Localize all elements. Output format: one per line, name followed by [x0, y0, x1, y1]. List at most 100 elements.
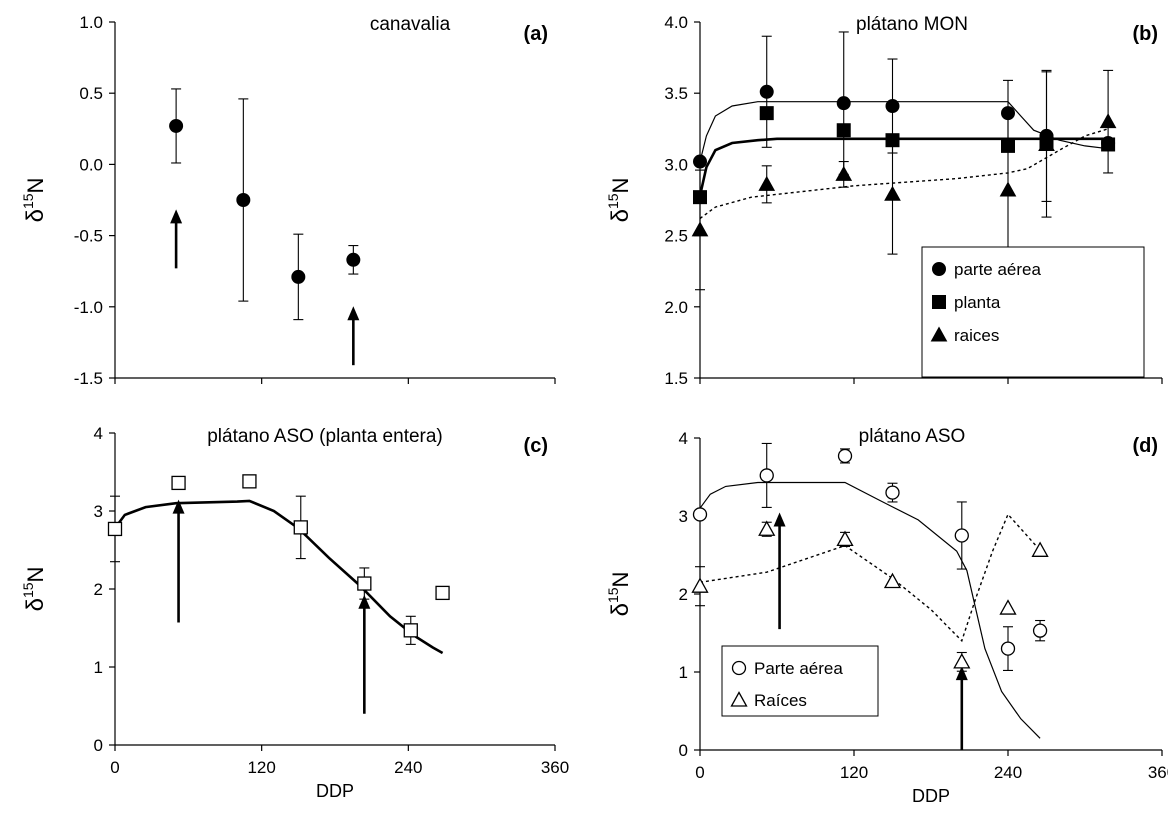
y-tick-label: 3.0 — [664, 155, 688, 174]
panel-letter: (b) — [1132, 23, 1158, 45]
data-point — [884, 185, 901, 201]
data-point — [759, 468, 774, 483]
data-point — [835, 165, 853, 181]
data-point — [692, 507, 708, 522]
data-point — [171, 475, 186, 491]
data-point — [999, 599, 1017, 615]
y-tick-label: 0 — [679, 741, 688, 760]
legend-label: parte aérea — [954, 260, 1041, 279]
x-tick-label: 120 — [247, 758, 275, 777]
data-point — [169, 118, 184, 133]
data-point — [403, 623, 418, 638]
y-tick-label: 4 — [679, 429, 688, 448]
data-point — [758, 175, 776, 191]
panel-title: canavalia — [370, 14, 451, 35]
panel-letter: (d) — [1132, 435, 1158, 457]
data-point — [836, 530, 854, 547]
x-tick-label: 240 — [994, 763, 1022, 782]
x-tick-label: 0 — [110, 758, 119, 777]
legend: parte aérea planta raices — [921, 246, 1145, 378]
y-axis-title: δ15N — [20, 178, 49, 223]
trend-line-thin — [699, 481, 1041, 739]
panel-a: -1.5 -1.0 -0.5 0.0 0.5 1.0 δ15N canavalia (a) — [20, 13, 556, 388]
trend-line-thick — [113, 499, 444, 655]
data-point — [999, 181, 1017, 197]
legend-marker — [731, 660, 747, 676]
data-point — [435, 585, 450, 601]
legend-label: Raíces — [754, 691, 807, 710]
data-point — [953, 653, 971, 669]
panel-c: 0 1 2 3 4 0 120 240 360 DDP δ15N plátano ASO (plant… — [20, 424, 569, 801]
y-axis-title: δ15N — [605, 178, 634, 223]
y-tick-label: 3 — [94, 502, 103, 521]
legend-box — [921, 246, 1145, 378]
data-point — [883, 572, 902, 589]
y-tick-label: 1.0 — [79, 13, 103, 32]
data-point — [693, 154, 707, 169]
y-tick-label: 2.0 — [664, 298, 688, 317]
data-point — [236, 193, 251, 207]
data-point — [758, 520, 776, 536]
x-tick-label: 240 — [394, 758, 422, 777]
y-tick-label: 1.5 — [664, 369, 688, 388]
trend-line-dotted — [699, 513, 1041, 643]
data-point — [242, 474, 257, 489]
panel-letter: (c) — [524, 435, 548, 457]
data-point — [1038, 135, 1055, 151]
legend-marker — [932, 295, 946, 309]
y-tick-label: 4 — [94, 424, 103, 443]
data-point — [954, 528, 969, 543]
panel-title: plátano MON — [856, 14, 968, 35]
trend-line-dotted — [699, 128, 1109, 220]
data-point — [759, 106, 774, 121]
y-tick-label: -0.5 — [74, 227, 103, 246]
panel-letter: (a) — [524, 23, 548, 45]
legend-label: planta — [954, 293, 1001, 312]
data-point — [1099, 113, 1117, 129]
legend: Parte aérea Raíces — [721, 645, 879, 717]
y-tick-label: 2 — [94, 580, 103, 599]
y-tick-label: -1.0 — [74, 298, 103, 317]
arrow-head — [955, 666, 968, 681]
y-tick-label: 0.0 — [79, 155, 103, 174]
data-point — [346, 252, 361, 267]
data-point — [691, 577, 709, 593]
legend-marker — [730, 691, 748, 707]
arrow-head — [358, 594, 371, 609]
data-point — [1000, 641, 1016, 656]
x-tick-label: 0 — [695, 763, 704, 782]
data-point — [107, 521, 123, 537]
x-axis-title: DDP — [316, 781, 354, 801]
arrow-head — [170, 209, 183, 224]
data-point — [885, 99, 900, 114]
panel-title: plátano ASO — [859, 426, 966, 447]
x-tick-label: 360 — [541, 758, 569, 777]
data-point — [836, 123, 851, 138]
legend-box — [721, 645, 879, 717]
y-tick-label: 2 — [679, 585, 688, 604]
y-tick-label: -1.5 — [74, 369, 103, 388]
x-tick-label: 360 — [1148, 763, 1168, 782]
y-tick-label: 1 — [94, 658, 103, 677]
y-tick-label: 3 — [679, 507, 688, 526]
arrow-head — [773, 512, 786, 527]
data-point — [885, 485, 900, 500]
data-point — [357, 576, 372, 591]
data-point — [291, 269, 306, 284]
legend-label: Parte aérea — [754, 659, 843, 678]
panel-title: plátano ASO (planta entera) — [207, 426, 443, 447]
y-tick-label: 4.0 — [664, 13, 688, 32]
legend-marker — [930, 326, 948, 342]
trend-line-thick — [698, 137, 1109, 196]
y-tick-label: 0.5 — [79, 84, 103, 103]
y-tick-label: 3.5 — [664, 84, 688, 103]
y-axis-title: δ15N — [605, 572, 634, 617]
data-point — [836, 96, 851, 111]
y-tick-label: 2.5 — [664, 227, 688, 246]
y-tick-label: 0 — [94, 736, 103, 755]
data-point — [837, 448, 853, 464]
panel-d: 0 1 2 3 4 0 120 240 360 DDP δ15N plátano ASO (d) Part… — [605, 426, 1168, 806]
arrow-head — [347, 306, 360, 321]
legend-marker — [932, 262, 946, 276]
